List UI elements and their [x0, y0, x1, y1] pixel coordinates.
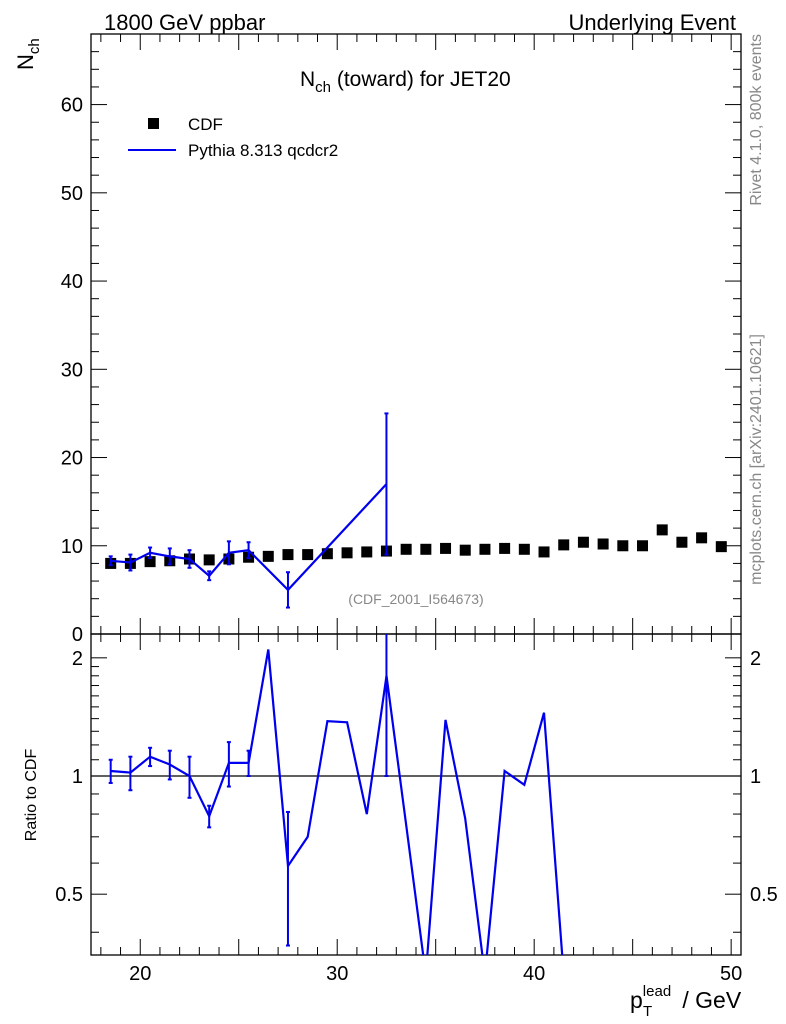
- rivet-version-label: Rivet 4.1.0, 800k events: [748, 34, 765, 206]
- x-tick-label: 50: [720, 963, 742, 985]
- cdf-data-point: [499, 542, 511, 554]
- analysis-watermark: (CDF_2001_I564673): [348, 591, 483, 607]
- cdf-data-point: [203, 554, 215, 566]
- y-tick-label: 50: [61, 183, 83, 205]
- cdf-data-point: [676, 536, 688, 548]
- cdf-data-point: [341, 547, 353, 559]
- cdf-data-point: [302, 549, 314, 561]
- cdf-data-point: [656, 524, 668, 536]
- ratio-y-tick-label: 0.5: [55, 884, 83, 906]
- header-right-title: Underlying Event: [568, 10, 736, 35]
- y-tick-label: 40: [61, 271, 83, 293]
- y-tick-label: 20: [61, 448, 83, 470]
- cdf-data-point: [696, 532, 708, 544]
- x-tick-label: 30: [326, 963, 348, 985]
- legend-cdf-label: CDF: [188, 115, 223, 134]
- legend-mc-label: Pythia 8.313 qcdcr2: [188, 141, 338, 160]
- cdf-data-point: [479, 543, 491, 555]
- cdf-data-point: [144, 556, 156, 568]
- cdf-data-point: [538, 546, 550, 558]
- cdf-data-point: [282, 549, 294, 561]
- ratio-y-axis-label: Ratio to CDF: [23, 749, 40, 842]
- ratio-mc-line: [110, 649, 564, 955]
- cdf-data-point: [518, 543, 530, 555]
- plot-title: Nch (toward) for JET20: [300, 68, 511, 96]
- ratio-y-tick-label: 2: [72, 648, 83, 670]
- cdf-data-point: [597, 538, 609, 550]
- main-panel: 0 10 20 30 40 50 60 Nch Nch (toward) for JET20 CD…: [13, 33, 742, 646]
- cdf-data-point: [577, 536, 589, 548]
- ratio-y-tick-label-right: 0.5: [750, 884, 778, 906]
- cdf-data-point: [262, 550, 274, 562]
- cdf-data-point: [715, 541, 727, 553]
- y-tick-label: 10: [61, 536, 83, 558]
- cdf-data-point: [558, 539, 570, 551]
- cdf-data-point: [321, 548, 333, 560]
- y-tick-label: 0: [72, 624, 83, 646]
- cdf-data-point: [617, 540, 629, 552]
- y-tick-label: 30: [61, 359, 83, 381]
- cdf-data-point: [361, 546, 373, 558]
- cdf-data-point: [400, 543, 412, 555]
- mcplots-label: mcplots.cern.ch [arXiv:2401.10621]: [748, 334, 765, 585]
- ratio-y-tick-label-right: 1: [750, 766, 761, 788]
- legend-cdf-marker: [148, 118, 159, 129]
- y-axis-label: Nch: [13, 38, 43, 70]
- x-tick-label: 40: [523, 963, 545, 985]
- cdf-data-point: [420, 543, 432, 555]
- mc-line: [110, 483, 388, 592]
- header-left-title: 1800 GeV ppbar: [104, 10, 265, 35]
- y-tick-label: 60: [61, 95, 83, 117]
- cdf-data-point: [440, 542, 452, 554]
- ratio-y-tick-label-right: 2: [750, 648, 761, 670]
- cdf-data-point: [459, 544, 471, 556]
- x-axis-label: plead T / GeV: [630, 983, 742, 1020]
- ratio-panel: 0.5 0.5 1 1 2 2 20 30 40 50 Ratio to CDF plead T / G…: [23, 633, 778, 1020]
- ratio-y-tick-label: 1: [72, 766, 83, 788]
- cdf-data-point: [637, 540, 649, 552]
- ratio-series-group: [108, 634, 564, 955]
- x-tick-label: 20: [129, 963, 151, 985]
